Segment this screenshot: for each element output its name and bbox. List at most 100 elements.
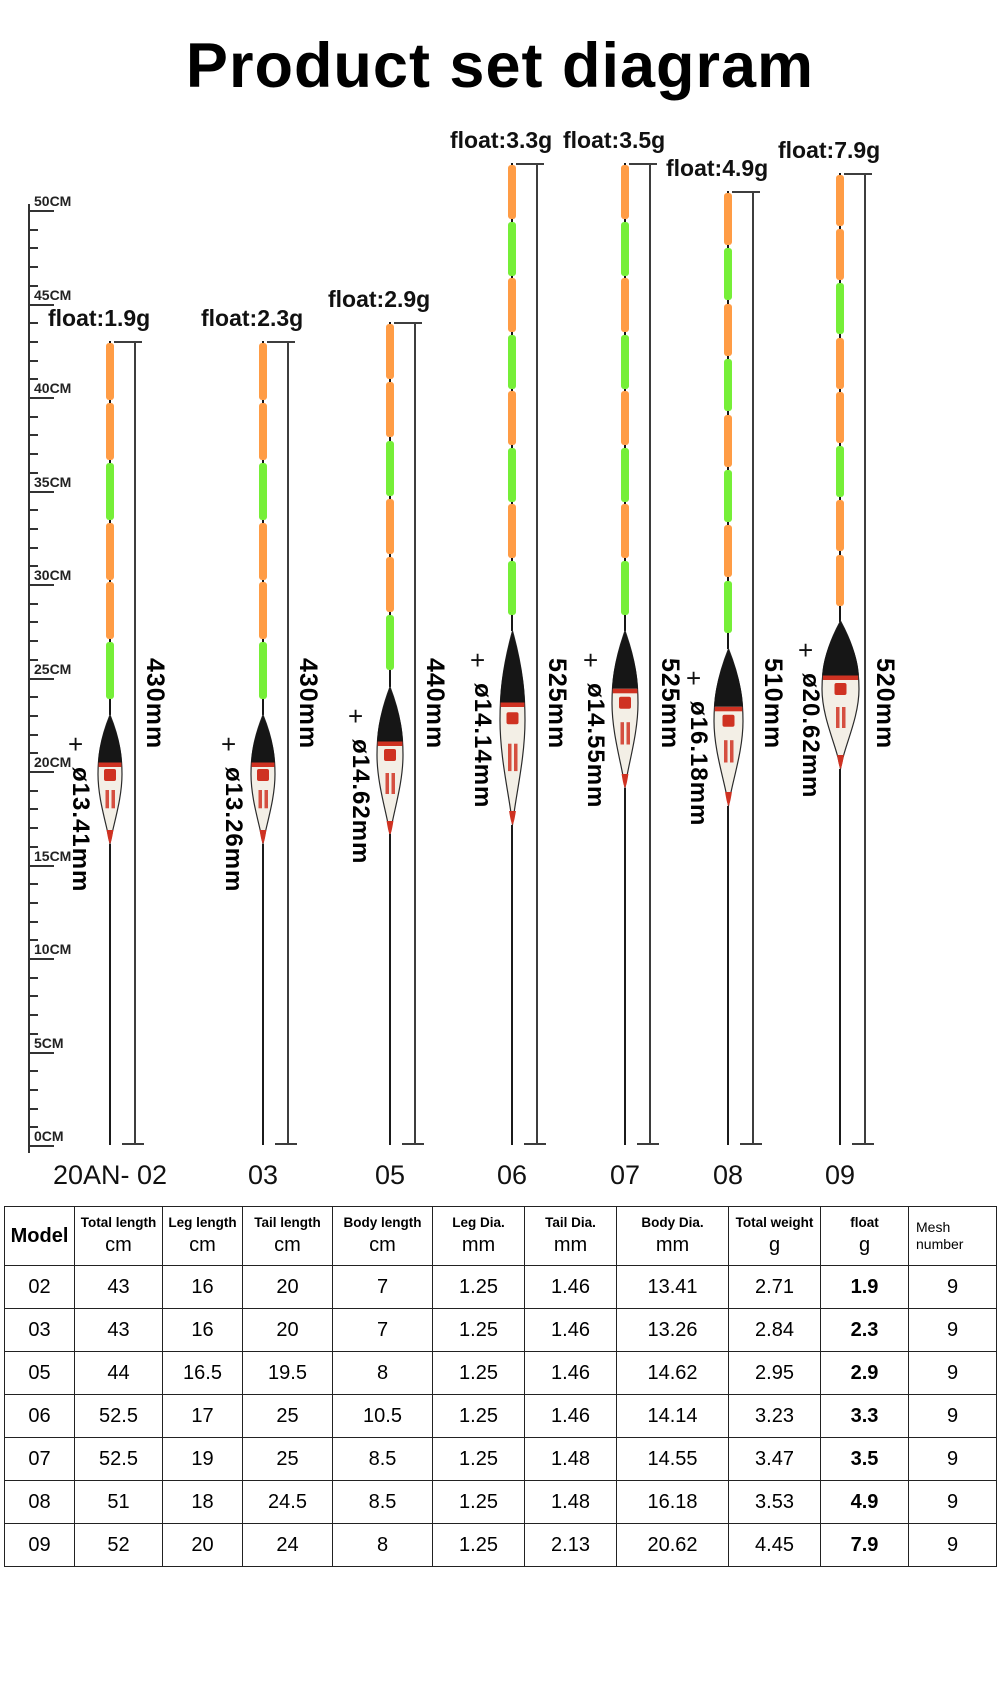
ruler-tick xyxy=(28,995,38,997)
antenna-stripe xyxy=(836,229,844,280)
table-cell: 08 xyxy=(4,1480,75,1524)
antenna-stripe xyxy=(621,222,629,276)
ruler-tick xyxy=(28,1145,54,1147)
float-length-label: 510mm xyxy=(759,658,787,750)
float-diameter-label: ø16.18mm xyxy=(685,701,712,827)
float-body xyxy=(709,647,748,809)
table-cell: 3.5 xyxy=(820,1437,909,1481)
ruler-tick xyxy=(28,1108,38,1110)
column-header-label: Body Dia. xyxy=(641,1215,704,1231)
table-cell: 52.5 xyxy=(74,1394,163,1438)
table-cell: 7 xyxy=(332,1265,433,1309)
ruler-tick xyxy=(28,790,38,792)
antenna-stripe xyxy=(724,248,732,300)
table-cell: 16 xyxy=(162,1265,243,1309)
ruler-tick xyxy=(28,734,38,736)
antenna-stripe xyxy=(259,463,267,520)
ruler-tick xyxy=(28,266,38,268)
ruler-label: 10CM xyxy=(34,941,72,957)
ruler-tick xyxy=(28,453,38,455)
table-cell: 43 xyxy=(74,1265,163,1309)
ruler-tick xyxy=(28,341,38,343)
table-cell: 24.5 xyxy=(242,1480,333,1524)
ruler-tick xyxy=(28,939,38,941)
antenna-stripe xyxy=(259,403,267,460)
float-weight-label: float:3.5g xyxy=(563,127,666,153)
float-leg xyxy=(109,844,111,1145)
antenna-stripe xyxy=(621,278,629,332)
ruler-tick xyxy=(28,1126,38,1128)
table-cell: 16.18 xyxy=(616,1480,729,1524)
plus-mark: + xyxy=(348,701,364,731)
antenna-stripe xyxy=(259,642,267,699)
column-header-unit: g xyxy=(768,1233,781,1256)
float-body xyxy=(607,629,643,791)
plus-mark: + xyxy=(68,729,84,759)
table-cell: 1.9 xyxy=(820,1265,909,1309)
float-antenna xyxy=(259,341,267,715)
table-cell: 4.45 xyxy=(728,1523,821,1567)
column-header: Total length cm xyxy=(74,1206,163,1266)
table-cell: 51 xyxy=(74,1480,163,1524)
table-row: 07 52.5 19 25 8.5 1.25 1.48 14.55 3.47 3.5 9 xyxy=(4,1437,997,1481)
table-cell: 1.46 xyxy=(524,1394,617,1438)
ruler-tick xyxy=(28,640,38,642)
table-cell: 2.71 xyxy=(728,1265,821,1309)
float-body xyxy=(246,713,280,847)
antenna-stripe xyxy=(106,463,114,520)
antenna-stripe xyxy=(836,392,844,443)
table-cell: 14.55 xyxy=(616,1437,729,1481)
ruler-tick xyxy=(28,509,38,511)
dimension-line xyxy=(864,173,866,1145)
antenna-stripe xyxy=(386,324,394,379)
float-diameter-label: ø14.55mm xyxy=(582,683,609,809)
plus-mark: + xyxy=(221,729,237,759)
plus-mark: + xyxy=(798,635,814,665)
table-cell: 2.84 xyxy=(728,1308,821,1352)
table-row: 06 52.5 17 25 10.5 1.25 1.46 14.14 3.23 3.3 9 xyxy=(4,1394,997,1438)
ruler-tick xyxy=(28,921,38,923)
float-leg xyxy=(727,806,729,1145)
float-diameter-label: ø14.14mm xyxy=(469,683,496,809)
table-cell: 1.25 xyxy=(432,1265,525,1309)
ruler-tick xyxy=(28,771,54,773)
table-cell: 1.46 xyxy=(524,1351,617,1395)
ruler-tick xyxy=(28,977,38,979)
dimension-cap-bottom xyxy=(402,1143,424,1145)
float-model-label: 09 xyxy=(824,1160,856,1190)
table-cell: 13.26 xyxy=(616,1308,729,1352)
float-model-label: 03 xyxy=(247,1160,279,1190)
ruler-tick xyxy=(28,621,38,623)
table-cell: 3.53 xyxy=(728,1480,821,1524)
table-cell: 14.62 xyxy=(616,1351,729,1395)
dimension-line xyxy=(649,163,651,1145)
table-cell: 8 xyxy=(332,1523,433,1567)
float-length-label: 525mm xyxy=(543,658,571,750)
antenna-stripe xyxy=(259,523,267,580)
table-cell: 24 xyxy=(242,1523,333,1567)
table-cell: 1.48 xyxy=(524,1480,617,1524)
table-cell: 20 xyxy=(242,1265,333,1309)
column-header-label: Body length xyxy=(343,1215,422,1231)
float-body-shape xyxy=(376,685,404,836)
column-header-unit: cm xyxy=(274,1233,301,1256)
antenna-stripe xyxy=(621,391,629,445)
ruler-tick xyxy=(28,1014,38,1016)
table-cell: 3.3 xyxy=(820,1394,909,1438)
ruler-tick xyxy=(28,1070,38,1072)
antenna-stripe xyxy=(724,359,732,411)
table-cell: 16 xyxy=(162,1308,243,1352)
table-cell: 20.62 xyxy=(616,1523,729,1567)
antenna-stripe xyxy=(508,391,516,445)
antenna-stripe xyxy=(836,283,844,334)
ruler-tick xyxy=(28,565,38,567)
dimension-line xyxy=(287,341,289,1145)
antenna-stripe xyxy=(508,448,516,502)
table-cell: 10.5 xyxy=(332,1394,433,1438)
table-cell: 1.48 xyxy=(524,1437,617,1481)
table-cell: 43 xyxy=(74,1308,163,1352)
table-cell: 14.14 xyxy=(616,1394,729,1438)
float-body-shape xyxy=(250,713,276,845)
float-leg xyxy=(624,788,626,1145)
ruler-label: 40CM xyxy=(34,380,72,396)
